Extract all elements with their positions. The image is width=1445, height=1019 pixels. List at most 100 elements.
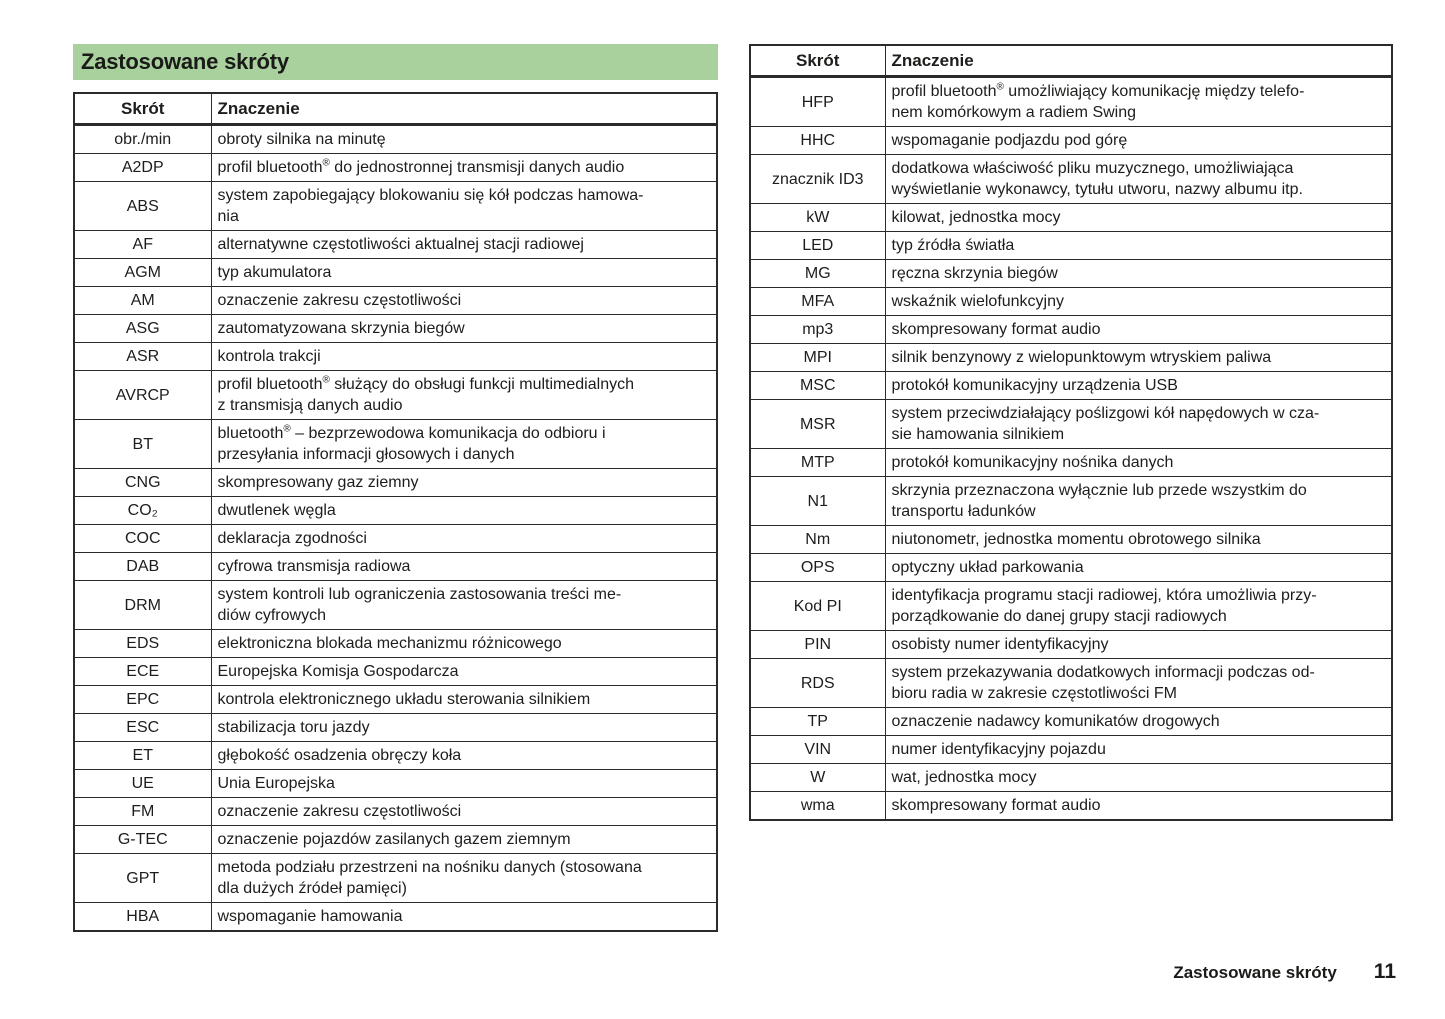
meaning-cell: system przekazywania dodatkowych informa… <box>884 658 1393 708</box>
table-row: LED typ źródła światła <box>749 231 1393 260</box>
abbr-cell: W <box>749 763 886 792</box>
table-row: AVRCP profil bluetooth® służący do obsług… <box>73 370 718 420</box>
abbr-cell: MFA <box>749 287 886 316</box>
meaning-cell: bluetooth® – bezprzewodowa komunikacja d… <box>210 419 718 469</box>
registered-trademark-symbol: ® <box>283 423 291 435</box>
abbr-cell: N1 <box>749 476 886 526</box>
table-row: OPS optyczny układ parkowania <box>749 553 1393 582</box>
table-row: Kod PI identyfikacja programu stacji radi… <box>749 581 1393 631</box>
abbr-cell: Nm <box>749 525 886 554</box>
abbr-cell: MSC <box>749 371 886 400</box>
table-row: DAB cyfrowa transmisja radiowa <box>73 552 718 581</box>
table-row: MSR system przeciwdziałający poślizgowi k… <box>749 399 1393 449</box>
abbr-cell: obr./min <box>73 124 212 154</box>
abbr-cell: UE <box>73 769 212 798</box>
registered-trademark-symbol: ® <box>322 157 330 169</box>
meaning-cell: cyfrowa transmisja radiowa <box>210 552 718 581</box>
meaning-cell: profil bluetooth® umożliwiający komunika… <box>884 76 1393 127</box>
abbr-cell: TP <box>749 707 886 736</box>
abbr-cell: EPC <box>73 685 212 714</box>
meaning-cell: system przeciwdziałający poślizgowi kół … <box>884 399 1393 449</box>
meaning-cell: zautomatyzowana skrzynia biegów <box>210 314 718 343</box>
abbr-cell: AGM <box>73 258 212 287</box>
meaning-cell: metoda podziału przestrzeni na nośniku d… <box>210 853 718 903</box>
abbr-cell: OPS <box>749 553 886 582</box>
table-row: wma skompresowany format audio <box>749 791 1393 821</box>
abbr-cell: HHC <box>749 126 886 155</box>
abbr-cell: A2DP <box>73 153 212 182</box>
abbr-cell: FM <box>73 797 212 826</box>
meaning-cell: skompresowany format audio <box>884 791 1393 821</box>
registered-trademark-symbol: ® <box>322 374 330 386</box>
table-row: AF alternatywne częstotliwości aktualnej … <box>73 230 718 259</box>
meaning-cell: kilowat, jednostka mocy <box>884 203 1393 232</box>
meaning-cell: oznaczenie zakresu częstotliwości <box>210 797 718 826</box>
abbr-cell: MTP <box>749 448 886 477</box>
table-row: ECE Europejska Komisja Gospodarcza <box>73 657 718 686</box>
table-row: ASR kontrola trakcji <box>73 342 718 371</box>
footer-section-label: Zastosowane skróty <box>1173 963 1337 982</box>
meaning-cell: kontrola trakcji <box>210 342 718 371</box>
table-row: MFA wskaźnik wielofunkcyjny <box>749 287 1393 316</box>
meaning-cell: ręczna skrzynia biegów <box>884 259 1393 288</box>
meaning-cell: profil bluetooth® do jednostronnej trans… <box>210 153 718 182</box>
meaning-cell: kontrola elektronicznego układu sterowan… <box>210 685 718 714</box>
table-row: BT bluetooth® – bezprzewodowa komunikacja… <box>73 419 718 469</box>
meaning-cell: optyczny układ parkowania <box>884 553 1393 582</box>
table-row: HFP profil bluetooth® umożliwiający komun… <box>749 76 1393 127</box>
table-row: ASG zautomatyzowana skrzynia biegów <box>73 314 718 343</box>
abbr-cell: ECE <box>73 657 212 686</box>
registered-trademark-symbol: ® <box>996 81 1004 93</box>
meaning-cell: protokół komunikacyjny nośnika danych <box>884 448 1393 477</box>
meaning-cell: oznaczenie nadawcy komunikatów drogowych <box>884 707 1393 736</box>
table-row: EDS elektroniczna blokada mechanizmu różn… <box>73 629 718 658</box>
meaning-cell: silnik benzynowy z wielopunktowym wtrysk… <box>884 343 1393 372</box>
abbr-cell: ESC <box>73 713 212 742</box>
abbr-cell: LED <box>749 231 886 260</box>
meaning-cell: głębokość osadzenia obręczy koła <box>210 741 718 770</box>
table-row: RDS system przekazywania dodatkowych info… <box>749 658 1393 708</box>
table-row: kW kilowat, jednostka mocy <box>749 203 1393 232</box>
meaning-cell: skompresowany format audio <box>884 315 1393 344</box>
table-row: DRM system kontroli lub ograniczenia zast… <box>73 580 718 630</box>
column-header-abbr: Skrót <box>749 44 886 78</box>
meaning-cell: typ źródła światła <box>884 231 1393 260</box>
abbr-cell: AM <box>73 286 212 315</box>
meaning-cell: elektroniczna blokada mechanizmu różnico… <box>210 629 718 658</box>
table-row: N1 skrzynia przeznaczona wyłącznie lub pr… <box>749 476 1393 526</box>
meaning-cell: numer identyfikacyjny pojazdu <box>884 735 1393 764</box>
table-row: AM oznaczenie zakresu częstotliwości <box>73 286 718 315</box>
abbr-cell: ABS <box>73 181 212 231</box>
abbr-cell: ET <box>73 741 212 770</box>
table-row: obr./min obroty silnika na minutę <box>73 124 718 154</box>
table-row: AGM typ akumulatora <box>73 258 718 287</box>
table-row: COC deklaracja zgodności <box>73 524 718 553</box>
meaning-cell: typ akumulatora <box>210 258 718 287</box>
table-row: MPI silnik benzynowy z wielopunktowym wtr… <box>749 343 1393 372</box>
meaning-cell: oznaczenie pojazdów zasilanych gazem zie… <box>210 825 718 854</box>
table-row: G-TEC oznaczenie pojazdów zasilanych gaze… <box>73 825 718 854</box>
abbr-cell: CNG <box>73 468 212 497</box>
abbr-cell: DAB <box>73 552 212 581</box>
meaning-cell: profil bluetooth® służący do obsługi fun… <box>210 370 718 420</box>
meaning-cell: deklaracja zgodności <box>210 524 718 553</box>
footer: Zastosowane skróty 11 <box>1173 960 1396 984</box>
abbr-cell: wma <box>749 791 886 821</box>
abbreviations-table-right: Skrót Znaczenie HFP profil bluetooth® umo… <box>749 44 1393 821</box>
table-row: CO₂ dwutlenek węgla <box>73 496 718 525</box>
abbr-cell: ASR <box>73 342 212 371</box>
table-row: MG ręczna skrzynia biegów <box>749 259 1393 288</box>
section-title-band: Zastosowane skróty <box>73 44 718 80</box>
meaning-cell: osobisty numer identyfikacyjny <box>884 630 1393 659</box>
meaning-cell: system zapobiegający blokowaniu się kół … <box>210 181 718 231</box>
table-row: FM oznaczenie zakresu częstotliwości <box>73 797 718 826</box>
meaning-cell: oznaczenie zakresu częstotliwości <box>210 286 718 315</box>
meaning-cell: wspomaganie hamowania <box>210 902 718 932</box>
table-row: EPC kontrola elektronicznego układu stero… <box>73 685 718 714</box>
abbr-cell: MSR <box>749 399 886 449</box>
meaning-cell: system kontroli lub ograniczenia zastoso… <box>210 580 718 630</box>
abbr-cell: G-TEC <box>73 825 212 854</box>
meaning-cell: alternatywne częstotliwości aktualnej st… <box>210 230 718 259</box>
table-row: CNG skompresowany gaz ziemny <box>73 468 718 497</box>
